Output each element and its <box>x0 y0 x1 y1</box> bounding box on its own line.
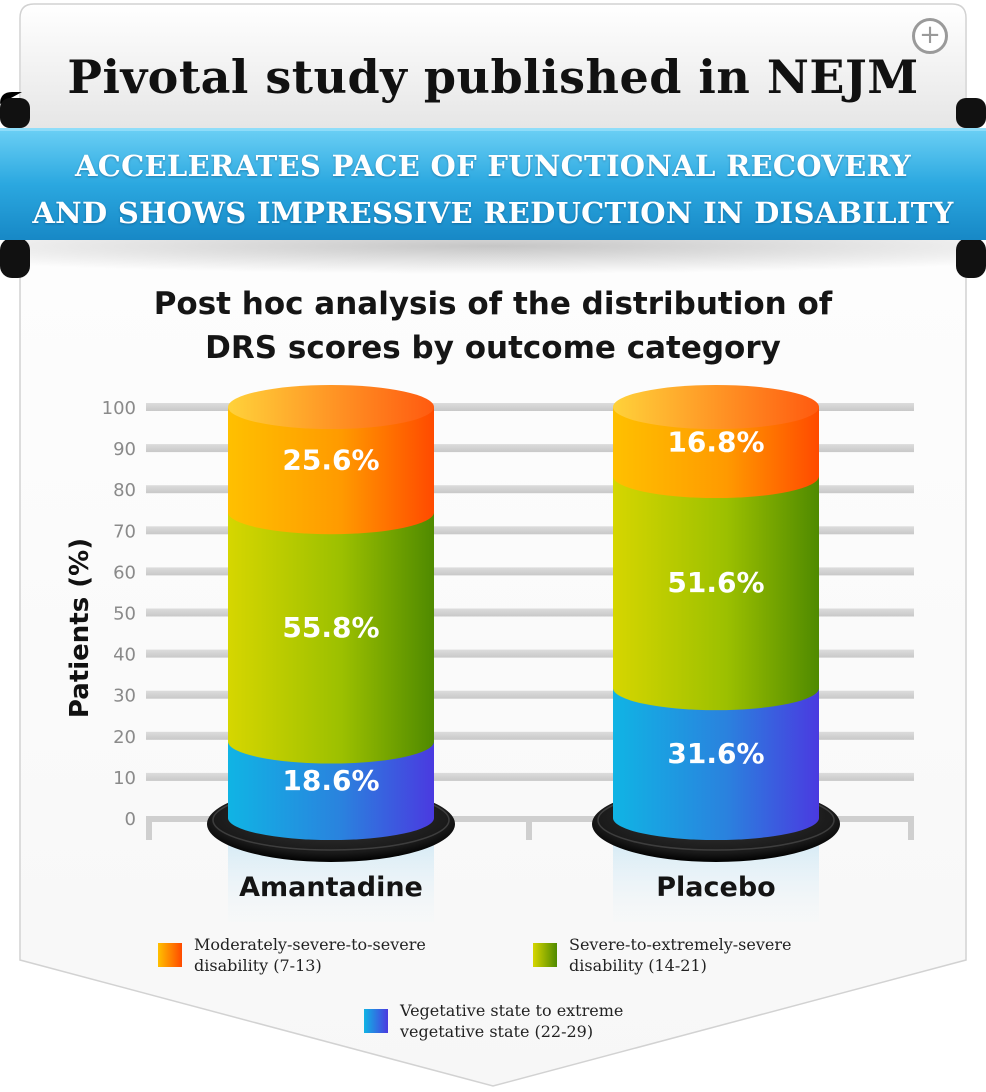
chart-title-line-1: Post hoc analysis of the distribution of <box>153 286 833 322</box>
legend-swatch-orange <box>158 943 182 967</box>
bar-group-amantadine: 18.6% 55.8% 25.6% Amantadine <box>207 385 455 922</box>
bar-segment <box>613 476 819 711</box>
gridline <box>146 444 914 453</box>
legend-label-vegetative: Vegetative state to extreme vegetative s… <box>400 1001 624 1041</box>
bars: 18.6% 55.8% 25.6% Amantadine 31.6% 51.6% 16.8%… <box>207 385 840 922</box>
chart-title-line-2: DRS scores by outcome category <box>205 330 781 366</box>
y-tick-label: 80 <box>113 480 136 501</box>
data-label: 16.8% <box>667 426 764 459</box>
plus-circle-icon: + <box>919 20 941 50</box>
legend-label-severe: Severe-to-extremely-severe disability (1… <box>569 935 792 975</box>
data-label: 55.8% <box>282 611 379 644</box>
bar-segment <box>613 688 819 840</box>
y-tick-label: 100 <box>102 398 136 419</box>
y-tick-label: 50 <box>113 604 136 625</box>
y-tick-label: 20 <box>113 727 136 748</box>
x-axis-tick <box>526 816 532 840</box>
y-tick-label: 70 <box>113 521 136 542</box>
data-label: 31.6% <box>667 737 764 770</box>
data-label: 18.6% <box>282 764 379 797</box>
x-axis-tick <box>146 816 152 840</box>
y-axis-label: Patients (%) <box>65 538 95 718</box>
banner-headline: ACCELERATES PACE OF FUNCTIONAL RECOVERY … <box>30 143 956 237</box>
bar-top-cap <box>228 385 434 429</box>
bar-group-placebo: 31.6% 51.6% 16.8% Placebo <box>592 385 840 922</box>
bar-top-cap <box>613 385 819 429</box>
gridline <box>146 608 914 617</box>
y-tick-label: 90 <box>113 439 136 460</box>
y-tick-label: 40 <box>113 645 136 666</box>
legend-item-severe: Severe-to-extremely-severe disability (1… <box>533 934 839 976</box>
legend-item-vegetative: Vegetative state to extreme vegetative s… <box>364 1000 670 1042</box>
legend-item-moderate: Moderately-severe-to-severe disability (… <box>158 934 464 976</box>
x-axis-tick <box>908 816 914 840</box>
bar-segment <box>228 741 434 840</box>
gridline <box>146 567 914 576</box>
gridline <box>146 403 914 411</box>
grid <box>146 403 914 781</box>
data-label: 51.6% <box>667 566 764 599</box>
y-tick-label: 10 <box>113 768 136 789</box>
stacked-cylinder-chart: 0 10 20 30 40 50 60 70 80 90 100 18.6% 55.8% 25.6% Am… <box>65 385 914 922</box>
gridline <box>146 772 914 781</box>
legend-swatch-blue <box>364 1009 388 1033</box>
gridline <box>146 731 914 740</box>
gridline <box>146 526 914 535</box>
y-axis: 0 10 20 30 40 50 60 70 80 90 100 <box>102 398 914 840</box>
data-label: 25.6% <box>282 444 379 477</box>
page-title: Pivotal study published in NEJM <box>67 50 919 104</box>
gridline <box>146 649 914 658</box>
x-category-label: Amantadine <box>239 872 423 903</box>
bar-segment <box>613 407 819 499</box>
y-tick-label: 0 <box>125 809 136 830</box>
banner-line-1: ACCELERATES PACE OF FUNCTIONAL RECOVERY <box>74 149 912 183</box>
gridline <box>146 485 914 494</box>
legend-label-moderate: Moderately-severe-to-severe disability (… <box>194 935 426 975</box>
y-tick-label: 60 <box>113 562 136 583</box>
x-category-label: Placebo <box>656 872 775 903</box>
gridline <box>146 690 914 699</box>
legend-swatch-green <box>533 943 557 967</box>
banner-line-2: AND SHOWS IMPRESSIVE REDUCTION IN DISABI… <box>32 196 954 230</box>
bar-segment <box>228 512 434 764</box>
chart-title: Post hoc analysis of the distribution of… <box>0 282 986 370</box>
banner-ribbon <box>0 128 986 240</box>
zoom-in-button[interactable]: + <box>912 18 948 54</box>
y-tick-label: 30 <box>113 686 136 707</box>
bar-segment <box>228 407 434 535</box>
